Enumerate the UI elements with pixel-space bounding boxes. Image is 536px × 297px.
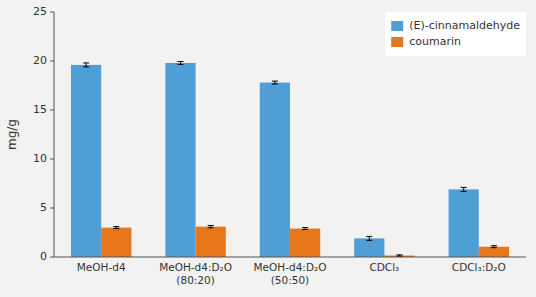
bar bbox=[479, 247, 509, 257]
background bbox=[0, 0, 536, 297]
bars bbox=[71, 61, 509, 257]
y-tick-label: 25 bbox=[33, 5, 47, 18]
bar bbox=[71, 65, 101, 257]
bar bbox=[449, 189, 479, 257]
x-tick-label: CDCl₃:D₂O bbox=[452, 261, 506, 273]
y-tick bbox=[50, 208, 54, 209]
bar bbox=[196, 227, 226, 257]
x-tick-label-line: CDCl₃ bbox=[369, 261, 399, 273]
y-axis-line bbox=[54, 12, 55, 257]
x-tick-label: CDCl₃ bbox=[369, 261, 399, 273]
y-tick bbox=[50, 159, 54, 160]
x-tick-label-line: (80:20) bbox=[176, 274, 214, 286]
x-tick-label: MeOH-d4:D₂O(50:50) bbox=[254, 261, 327, 286]
error-bar bbox=[302, 228, 308, 230]
x-tick-label-line: MeOH-d4 bbox=[77, 261, 126, 273]
legend-swatch bbox=[391, 37, 403, 47]
legend-label: (E)-cinnamaldehyde bbox=[409, 19, 520, 32]
error-bar bbox=[366, 236, 372, 240]
y-tick-label: 0 bbox=[40, 250, 47, 263]
bar bbox=[101, 228, 131, 257]
y-tick-label: 5 bbox=[40, 201, 47, 214]
error-bar bbox=[83, 63, 89, 67]
y-tick bbox=[50, 257, 54, 258]
bar bbox=[260, 83, 290, 257]
error-bar bbox=[491, 246, 497, 248]
y-axis: 0 5 10 15 20 25 bbox=[33, 5, 54, 263]
error-bar bbox=[208, 225, 214, 227]
bar bbox=[165, 63, 195, 257]
x-tick-label-line: CDCl₃:D₂O bbox=[452, 261, 506, 273]
bar bbox=[354, 238, 384, 257]
x-tick-label-line: (50:50) bbox=[271, 274, 309, 286]
y-tick-label: 20 bbox=[33, 54, 47, 67]
y-axis-label: mg/g bbox=[5, 119, 19, 150]
bar bbox=[290, 229, 320, 257]
x-axis-line bbox=[54, 257, 526, 258]
legend-swatch bbox=[391, 21, 403, 31]
y-tick bbox=[50, 61, 54, 62]
x-axis: MeOH-d4MeOH-d4:D₂O(80:20)MeOH-d4:D₂O(50:… bbox=[54, 257, 526, 286]
y-tick-label: 15 bbox=[33, 103, 47, 116]
x-tick-label: MeOH-d4:D₂O(80:20) bbox=[159, 261, 232, 286]
x-tick-label: MeOH-d4 bbox=[77, 261, 126, 273]
error-bar bbox=[461, 187, 467, 191]
x-tick-label-line: MeOH-d4:D₂O bbox=[159, 261, 232, 273]
error-bar bbox=[272, 81, 278, 84]
error-bar bbox=[397, 255, 403, 256]
x-tick-label-line: MeOH-d4:D₂O bbox=[254, 261, 327, 273]
y-tick bbox=[50, 110, 54, 111]
error-bar bbox=[113, 227, 119, 229]
y-tick bbox=[50, 12, 54, 13]
error-bar bbox=[177, 61, 183, 64]
chart: 0510152025mg/gMeOH-d4MeOH-d4:D₂O(80:20)M… bbox=[0, 0, 536, 297]
legend-label: coumarin bbox=[409, 35, 461, 48]
y-tick-label: 10 bbox=[33, 152, 47, 165]
legend-box bbox=[385, 12, 526, 56]
legend: (E)-cinnamaldehyde coumarin bbox=[385, 12, 526, 56]
